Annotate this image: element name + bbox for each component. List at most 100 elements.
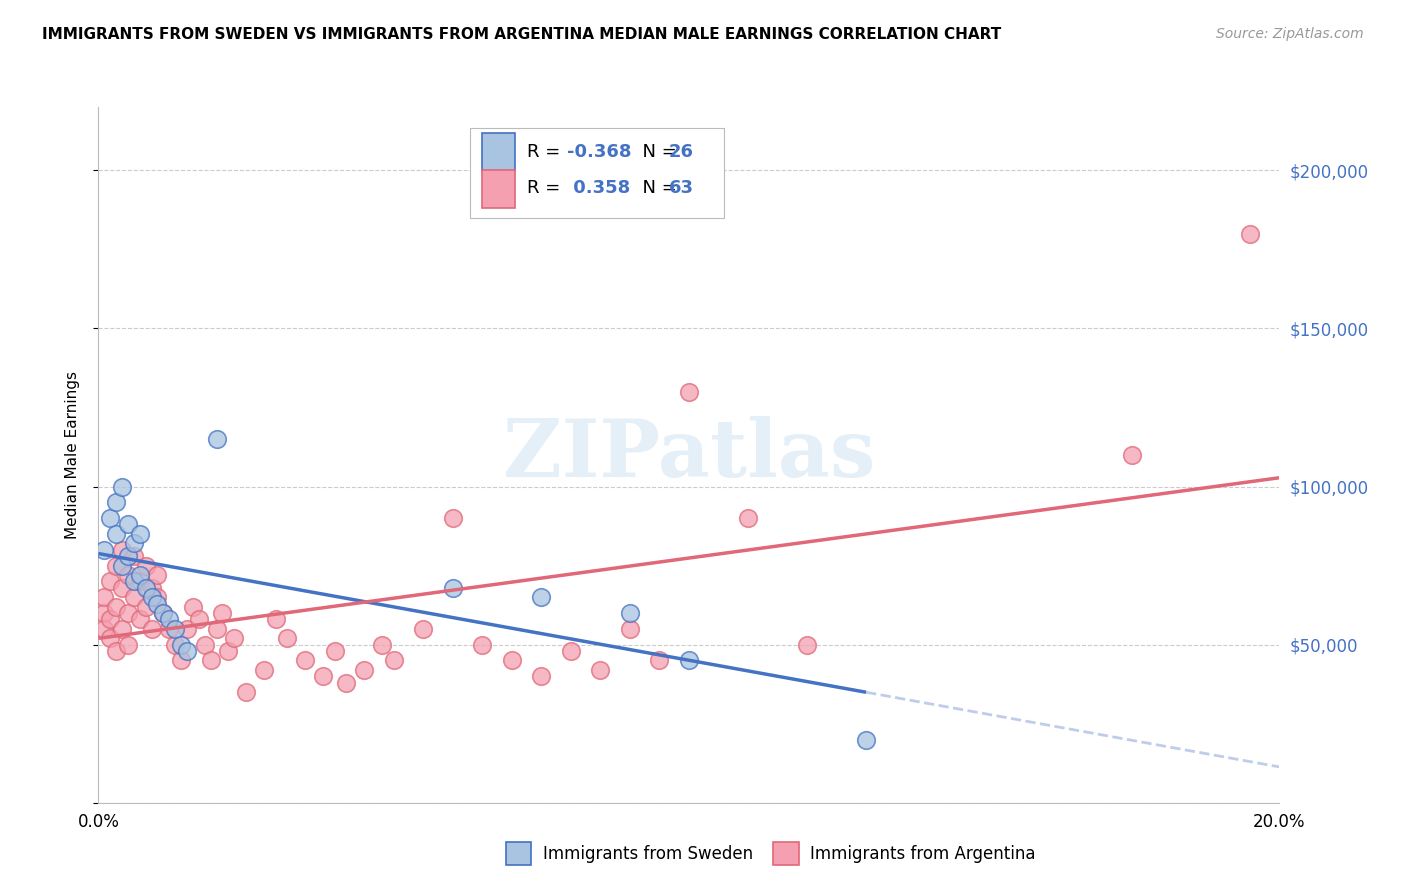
Point: [105, 495, 128, 509]
Point: [117, 517, 139, 532]
Point: [170, 653, 193, 667]
Point: [176, 644, 198, 658]
Point: [141, 591, 163, 605]
Point: [530, 669, 553, 683]
Point: [93, 622, 115, 636]
Text: N =: N =: [631, 179, 682, 197]
Point: [128, 574, 150, 589]
Point: [98, 574, 121, 589]
Point: [105, 527, 128, 541]
Point: [205, 432, 228, 446]
Point: [146, 597, 169, 611]
Point: [111, 581, 134, 595]
Point: [382, 653, 405, 667]
Text: -0.368: -0.368: [567, 143, 631, 161]
Point: [157, 612, 180, 626]
Text: Immigrants from Argentina: Immigrants from Argentina: [810, 845, 1035, 863]
Point: [1239, 227, 1261, 241]
Point: [128, 612, 150, 626]
Point: [117, 606, 139, 620]
Point: [224, 632, 246, 646]
Point: [501, 653, 523, 667]
Point: [93, 542, 115, 557]
Point: [128, 568, 150, 582]
Point: [796, 638, 818, 652]
Point: [678, 653, 700, 667]
Point: [146, 591, 169, 605]
Point: [135, 599, 157, 614]
Point: [312, 669, 335, 683]
Point: [441, 511, 464, 525]
Point: [105, 644, 128, 658]
Y-axis label: Median Male Earnings: Median Male Earnings: [65, 371, 80, 539]
Point: [471, 638, 494, 652]
Point: [176, 622, 198, 636]
Point: [253, 663, 276, 677]
Point: [146, 568, 169, 582]
Text: Source: ZipAtlas.com: Source: ZipAtlas.com: [1216, 27, 1364, 41]
Point: [165, 622, 187, 636]
Point: [194, 638, 217, 652]
Text: 0.358: 0.358: [567, 179, 630, 197]
Point: [648, 653, 671, 667]
Point: [1121, 448, 1143, 462]
Point: [122, 536, 145, 550]
Text: IMMIGRANTS FROM SWEDEN VS IMMIGRANTS FROM ARGENTINA MEDIAN MALE EARNINGS CORRELA: IMMIGRANTS FROM SWEDEN VS IMMIGRANTS FRO…: [42, 27, 1001, 42]
Point: [678, 384, 700, 399]
Point: [105, 599, 128, 614]
Point: [128, 527, 150, 541]
FancyBboxPatch shape: [482, 169, 516, 208]
Point: [111, 479, 134, 493]
Point: [135, 581, 157, 595]
Point: [200, 653, 222, 667]
Point: [181, 599, 204, 614]
Point: [93, 606, 115, 620]
Point: [98, 511, 121, 525]
Point: [165, 638, 187, 652]
Text: ZIPatlas: ZIPatlas: [503, 416, 875, 494]
Point: [105, 558, 128, 573]
Point: [264, 612, 287, 626]
Point: [205, 622, 228, 636]
Point: [353, 663, 375, 677]
Point: [117, 549, 139, 563]
Point: [122, 574, 145, 589]
Point: [122, 549, 145, 563]
Point: [170, 638, 193, 652]
Point: [530, 591, 553, 605]
Point: [117, 638, 139, 652]
Text: 26: 26: [669, 143, 695, 161]
Point: [441, 581, 464, 595]
FancyBboxPatch shape: [471, 128, 724, 219]
Point: [111, 542, 134, 557]
Point: [141, 622, 163, 636]
Point: [98, 632, 121, 646]
Text: N =: N =: [631, 143, 682, 161]
Point: [152, 606, 174, 620]
Text: R =: R =: [527, 143, 567, 161]
Point: [737, 511, 759, 525]
Point: [122, 591, 145, 605]
Point: [152, 606, 174, 620]
Point: [98, 612, 121, 626]
Point: [323, 644, 346, 658]
Point: [111, 622, 134, 636]
Point: [619, 606, 641, 620]
FancyBboxPatch shape: [482, 133, 516, 171]
Point: [855, 732, 877, 747]
Point: [141, 581, 163, 595]
Point: [276, 632, 298, 646]
Point: [560, 644, 582, 658]
Point: [93, 591, 115, 605]
Point: [589, 663, 612, 677]
Text: R =: R =: [527, 179, 567, 197]
Point: [111, 558, 134, 573]
Point: [371, 638, 394, 652]
Point: [217, 644, 239, 658]
Point: [211, 606, 233, 620]
Point: [157, 622, 180, 636]
Point: [619, 622, 641, 636]
Point: [235, 685, 257, 699]
Point: [187, 612, 209, 626]
Point: [135, 558, 157, 573]
